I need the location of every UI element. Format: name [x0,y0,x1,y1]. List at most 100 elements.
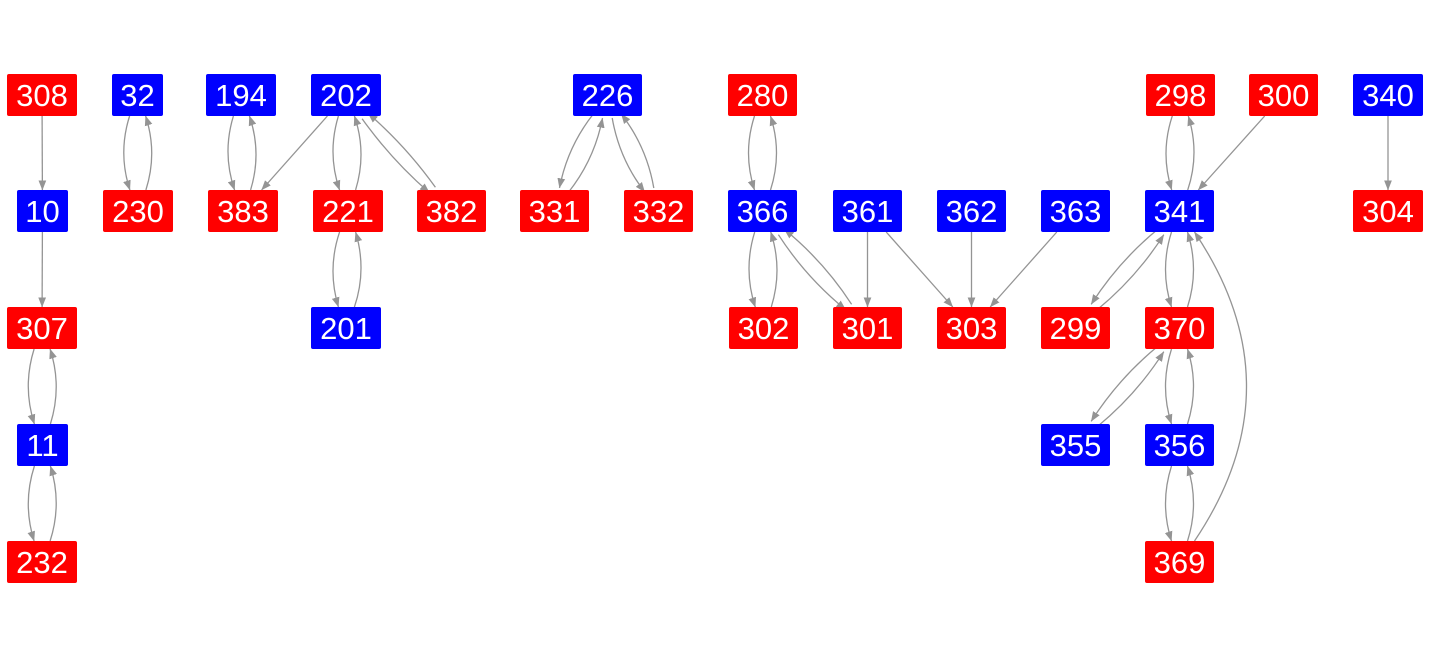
node-box-300 [1249,74,1318,116]
edge-300-341 [1197,115,1266,191]
node-383: 383 [208,190,278,232]
node-box-340 [1353,74,1423,116]
edge-232-11 [49,465,57,542]
node-box-194 [206,74,276,116]
edge-202-221 [332,115,341,191]
node-230: 230 [103,190,173,232]
node-299: 299 [1041,307,1110,349]
node-280: 280 [728,74,797,116]
node-box-11 [17,424,68,466]
node-369: 369 [1145,541,1214,583]
edge-230-32 [144,115,153,191]
node-box-308 [7,74,77,116]
node-298: 298 [1146,74,1215,116]
node-302: 302 [729,307,798,349]
edge-370-341 [1186,231,1195,308]
node-341: 341 [1145,190,1214,232]
node-box-280 [728,74,797,116]
node-box-32 [112,74,163,116]
node-331: 331 [520,190,589,232]
node-box-304 [1353,190,1423,232]
node-box-370 [1145,307,1214,349]
node-301: 301 [833,307,902,349]
edge-361-303 [885,231,954,308]
node-box-202 [311,74,381,116]
node-202: 202 [311,74,381,116]
edge-383-194 [248,115,257,191]
edge-221-201 [331,231,341,308]
node-201: 201 [311,307,381,349]
edge-226-332 [611,117,646,193]
edge-331-226 [568,117,605,193]
node-box-383 [208,190,278,232]
node-226: 226 [573,74,642,116]
edge-332-226 [620,113,655,189]
edge-370-355 [1090,345,1159,422]
edge-356-370 [1186,348,1195,425]
edge-280-366 [747,115,756,191]
edge-369-356 [1186,465,1195,542]
node-box-10 [17,190,68,232]
node-362: 362 [937,190,1006,232]
edge-341-370 [1164,231,1173,308]
edge-298-341 [1165,115,1173,191]
node-box-369 [1145,541,1214,583]
node-box-303 [937,307,1006,349]
edge-11-307 [49,348,57,425]
node-221: 221 [313,190,383,232]
edges-layer [27,112,1392,542]
node-box-230 [103,190,173,232]
node-232: 232 [7,541,77,583]
edge-341-299 [1090,228,1159,305]
node-box-362 [937,190,1006,232]
node-303: 303 [937,307,1006,349]
node-box-221 [313,190,383,232]
edge-226-331 [557,113,594,189]
node-box-298 [1146,74,1215,116]
node-box-361 [833,190,902,232]
edge-307-11 [27,348,36,425]
edge-369-341 [1193,231,1248,542]
edge-341-298 [1187,115,1195,191]
edge-11-232 [27,465,36,542]
node-194: 194 [206,74,276,116]
node-363: 363 [1041,190,1110,232]
node-300: 300 [1249,74,1318,116]
node-11: 11 [17,424,68,466]
node-370: 370 [1145,307,1214,349]
node-box-299 [1041,307,1110,349]
node-box-201 [311,307,381,349]
edge-363-303 [989,231,1058,308]
edge-299-341 [1096,234,1165,311]
node-box-341 [1145,190,1214,232]
edge-202-383 [261,115,328,191]
edge-356-369 [1164,465,1173,542]
node-box-307 [7,307,77,349]
node-340: 340 [1353,74,1423,116]
node-361: 361 [833,190,902,232]
edge-366-301 [777,234,847,311]
node-box-382 [417,190,486,232]
edge-302-366 [769,231,778,308]
node-box-331 [520,190,589,232]
node-box-356 [1145,424,1214,466]
edge-32-230 [123,115,131,191]
edge-221-202 [353,115,362,191]
node-304: 304 [1353,190,1423,232]
node-382: 382 [417,190,486,232]
edge-366-280 [769,115,778,191]
node-box-301 [833,307,902,349]
node-box-366 [728,190,797,232]
edge-202-382 [361,118,430,194]
edge-382-202 [367,112,436,188]
node-box-226 [573,74,642,116]
node-355: 355 [1041,424,1110,466]
node-366: 366 [728,190,797,232]
node-box-355 [1041,424,1110,466]
node-box-332 [624,190,693,232]
node-307: 307 [7,307,77,349]
edge-194-383 [227,115,236,191]
edge-366-302 [748,231,757,308]
